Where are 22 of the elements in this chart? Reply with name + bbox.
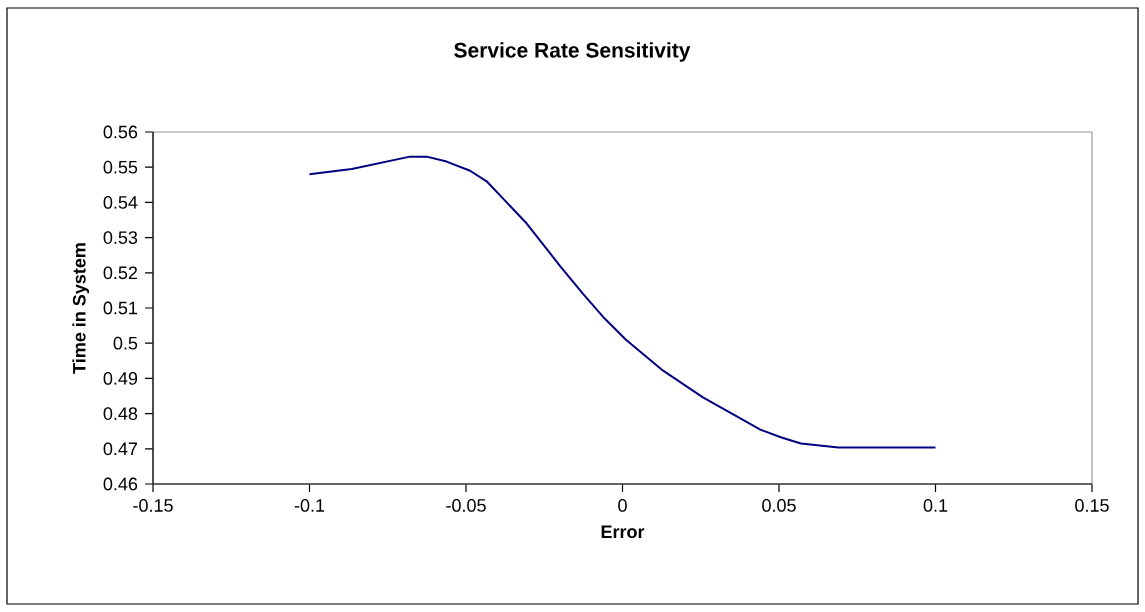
x-tick-label: 0.05 [762,499,796,512]
x-tick-label: 0.1 [923,499,948,512]
chart-title: Service Rate Sensitivity [454,42,691,62]
y-axis-title: Time in System [72,243,90,374]
y-tick-label: 0.54 [103,196,138,209]
y-tick-label: 0.5 [113,336,138,350]
x-tick-label: 0 [618,499,627,512]
x-tick-label: -0.1 [294,499,325,512]
x-tick-label: -0.05 [446,499,486,512]
y-tick-label: 0.53 [103,231,138,244]
y-tick-label: 0.56 [103,125,138,139]
y-tick-label: 0.48 [103,407,138,420]
y-tick-label: 0.52 [103,266,138,280]
y-tick-label: 0.46 [103,477,138,491]
y-tick-label: 0.51 [103,301,138,315]
line-series [308,155,937,449]
y-tick-label: 0.49 [103,372,138,385]
y-tick-label: 0.55 [103,160,138,174]
x-tick-label: -0.15 [133,499,173,512]
x-tick-label: 0.15 [1075,499,1109,512]
x-axis-title: Error [601,525,645,539]
y-tick-label: 0.47 [103,442,138,456]
